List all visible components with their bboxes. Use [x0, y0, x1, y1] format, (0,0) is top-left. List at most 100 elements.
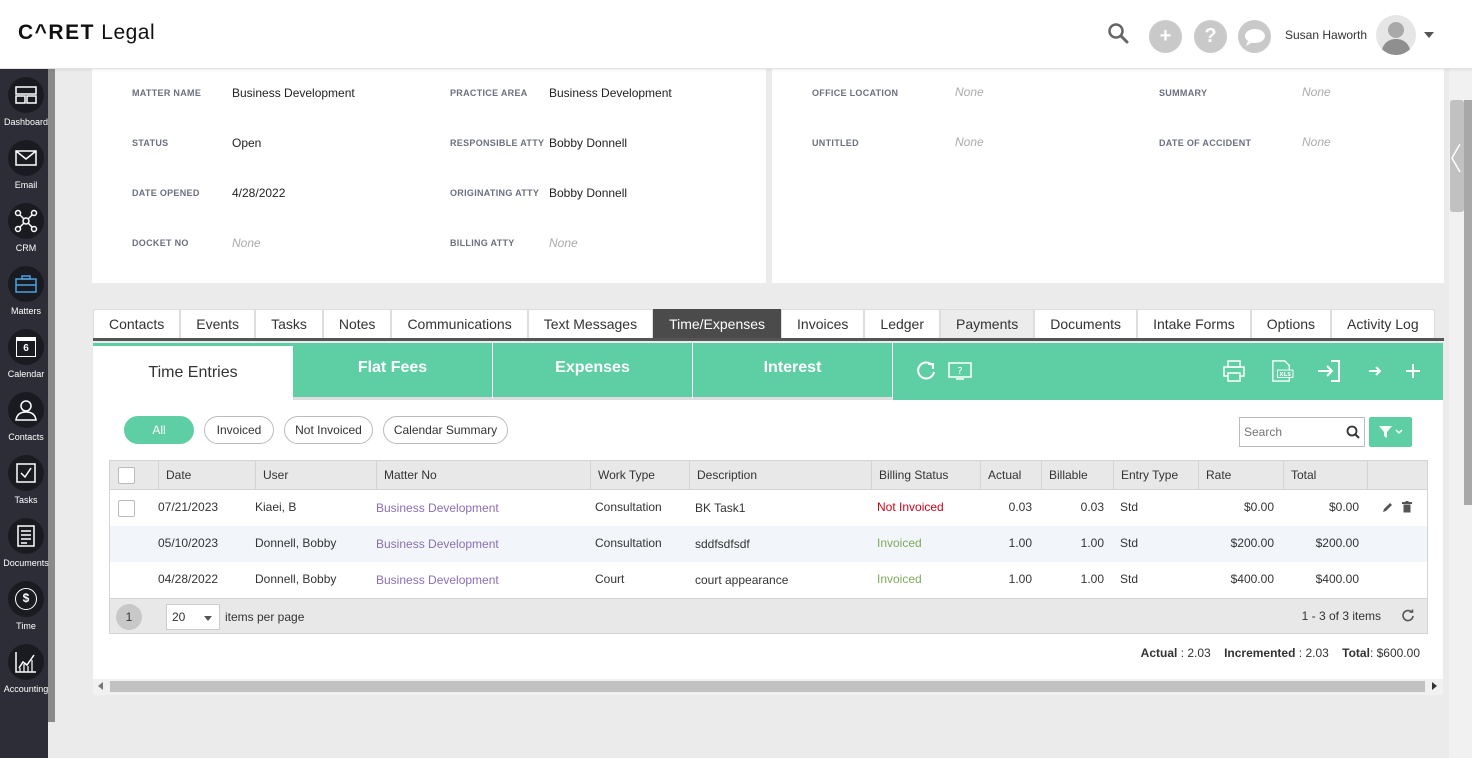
col-billing-status[interactable]: Billing Status — [872, 461, 981, 489]
search-icon[interactable] — [1107, 22, 1129, 44]
tab-documents[interactable]: Documents — [1034, 309, 1138, 338]
cell-matter-link[interactable]: Business Development — [376, 573, 499, 587]
user-menu-caret-icon[interactable] — [1424, 32, 1434, 38]
table-row[interactable]: 05/10/2023 Donnell, Bobby Business Devel… — [109, 526, 1428, 562]
tab-payments[interactable]: Payments — [940, 309, 1035, 338]
nav-label: Time — [16, 621, 36, 631]
nav-contacts[interactable]: Contacts — [0, 392, 52, 452]
col-billable[interactable]: Billable — [1042, 461, 1114, 489]
advanced-filter-button[interactable] — [1369, 417, 1412, 447]
calendar-day: 6 — [16, 337, 36, 357]
cell-date: 07/21/2023 — [158, 500, 219, 514]
tab-activity-log[interactable]: Activity Log — [1331, 309, 1435, 338]
nav-tasks[interactable]: Tasks — [0, 455, 52, 515]
nav-time[interactable]: $ Time — [0, 581, 52, 641]
panel-collapse-chevron-icon[interactable] — [1449, 140, 1463, 176]
col-work-type[interactable]: Work Type — [591, 461, 690, 489]
filter-invoiced[interactable]: Invoiced — [204, 416, 274, 444]
user-name[interactable]: Susan Haworth — [1285, 28, 1368, 42]
tab-text-messages[interactable]: Text Messages — [527, 309, 654, 338]
tab-ledger[interactable]: Ledger — [864, 309, 940, 338]
nav-accounting[interactable]: Accounting — [0, 644, 52, 704]
col-user[interactable]: User — [256, 461, 377, 489]
inner-scrollbar-thumb[interactable] — [1464, 100, 1472, 505]
nav-dashboard[interactable]: Dashboard — [0, 77, 52, 137]
cell-user: Kiaei, B — [255, 500, 297, 514]
subtab-time-entries[interactable]: Time Entries — [93, 343, 293, 400]
row-checkbox[interactable] — [118, 500, 135, 517]
tab-events[interactable]: Events — [180, 309, 256, 338]
filter-all[interactable]: All — [124, 416, 194, 444]
cell-matter-link[interactable]: Business Development — [376, 537, 499, 551]
col-date[interactable]: Date — [159, 461, 256, 489]
col-description[interactable]: Description — [690, 461, 872, 489]
edit-pencil-icon[interactable] — [1382, 502, 1393, 513]
scroll-left-arrow-icon[interactable] — [98, 682, 103, 690]
tab-contacts[interactable]: Contacts — [93, 309, 181, 338]
col-rate[interactable]: Rate — [1199, 461, 1284, 489]
nav-crm[interactable]: CRM — [0, 203, 52, 263]
filter-calendar-summary[interactable]: Calendar Summary — [383, 416, 508, 444]
page-size-select[interactable]: 20 — [166, 604, 220, 630]
envelope-icon — [8, 140, 44, 176]
funnel-chevron-icon — [1378, 426, 1403, 438]
date-opened-value: 4/28/2022 — [232, 186, 286, 200]
nav-matters[interactable]: Matters — [0, 266, 52, 326]
nav-scrollbar[interactable] — [48, 69, 55, 722]
arrow-right-icon[interactable] — [1367, 360, 1383, 382]
pager-refresh-icon[interactable] — [1401, 609, 1415, 623]
tab-invoices[interactable]: Invoices — [781, 309, 865, 338]
nav-documents[interactable]: Documents — [0, 518, 52, 578]
tab-communications[interactable]: Communications — [391, 309, 528, 338]
cell-date: 05/10/2023 — [158, 536, 219, 550]
tab-time-expenses[interactable]: Time/Expenses — [653, 309, 782, 338]
add-entry-plus-icon[interactable] — [1405, 360, 1421, 382]
subtab-expenses[interactable]: Expenses — [493, 343, 693, 400]
cell-actual: 1.00 — [1008, 536, 1032, 550]
grid-search-input[interactable] — [1240, 418, 1340, 446]
export-xls-icon[interactable]: XLS — [1269, 360, 1295, 382]
add-new-button[interactable]: + — [1149, 20, 1182, 53]
filter-not-invoiced[interactable]: Not Invoiced — [284, 416, 373, 444]
nav-email[interactable]: Email — [0, 140, 52, 200]
horizontal-scrollbar[interactable] — [93, 679, 1443, 695]
tab-tasks[interactable]: Tasks — [255, 309, 323, 338]
refresh-icon[interactable] — [915, 360, 937, 382]
page-scrollbar-thumb[interactable] — [1450, 100, 1464, 212]
nav-label: CRM — [15, 243, 37, 253]
delete-trash-icon[interactable] — [1402, 501, 1412, 513]
col-matter-no[interactable]: Matter No — [377, 461, 591, 489]
horizontal-scrollbar-thumb[interactable] — [110, 681, 1425, 692]
table-row[interactable]: 04/28/2022 Donnell, Bobby Business Devel… — [109, 562, 1428, 598]
nav-calendar[interactable]: 6 Calendar — [0, 329, 52, 389]
cell-billable: 1.00 — [1080, 572, 1104, 586]
table-row[interactable]: 07/21/2023 Kiaei, B Business Development… — [109, 490, 1428, 526]
col-total[interactable]: Total — [1284, 461, 1368, 489]
chat-button[interactable] — [1238, 20, 1271, 53]
tab-intake-forms[interactable]: Intake Forms — [1137, 309, 1251, 338]
incremented-total-label: Incremented — [1224, 646, 1296, 660]
cell-description: court appearance — [695, 573, 789, 587]
sub-tab-bar: Time Entries Flat Fees Expenses Interest… — [93, 343, 1443, 400]
plus-icon: + — [1159, 25, 1172, 47]
scroll-right-arrow-icon[interactable] — [1432, 682, 1437, 690]
print-icon[interactable] — [1222, 360, 1246, 382]
time-expenses-panel: Time Entries Flat Fees Expenses Interest… — [93, 343, 1443, 695]
cell-matter-link[interactable]: Business Development — [376, 501, 499, 515]
select-all-checkbox[interactable] — [118, 467, 135, 484]
import-icon[interactable] — [1317, 360, 1341, 382]
help-button[interactable]: ? — [1194, 20, 1227, 53]
tab-options[interactable]: Options — [1250, 309, 1332, 338]
tab-notes[interactable]: Notes — [322, 309, 392, 338]
app-logo[interactable]: C^RET Legal — [18, 21, 155, 45]
nav-label: Accounting — [3, 684, 49, 694]
col-actual[interactable]: Actual — [981, 461, 1042, 489]
summary-label: SUMMARY — [1159, 88, 1208, 98]
avatar[interactable] — [1376, 15, 1416, 55]
page-1-button[interactable]: 1 — [116, 604, 142, 630]
col-entry-type[interactable]: Entry Type — [1114, 461, 1199, 489]
help-screen-icon[interactable]: ? — [947, 360, 973, 382]
subtab-interest[interactable]: Interest — [693, 343, 893, 400]
search-icon[interactable] — [1346, 425, 1360, 439]
subtab-flat-fees[interactable]: Flat Fees — [293, 343, 493, 400]
